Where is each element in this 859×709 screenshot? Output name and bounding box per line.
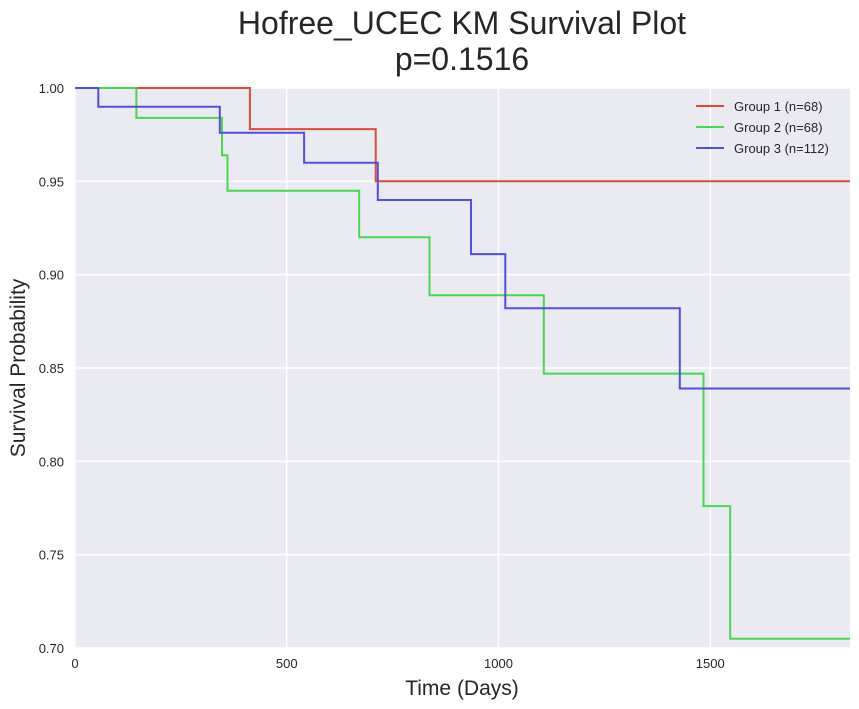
chart-subtitle: p=0.1516 <box>395 41 529 77</box>
y-tick-label: 0.70 <box>39 641 64 656</box>
y-axis-label: Survival Probability <box>7 278 30 457</box>
y-tick-label: 0.95 <box>39 174 64 189</box>
x-tick-label: 500 <box>276 656 298 671</box>
series-line-group-3 <box>75 87 850 390</box>
legend-label: Group 2 (n=68) <box>734 120 823 135</box>
y-tick-label: 0.85 <box>39 361 64 376</box>
legend-label: Group 3 (n=112) <box>734 141 829 156</box>
x-tick-labels: 0 500 1000 1500 <box>71 656 724 671</box>
series-line-group-2 <box>75 87 850 640</box>
x-tick-label: 1500 <box>696 656 725 671</box>
legend-label: Group 1 (n=68) <box>734 99 823 114</box>
y-tick-labels: 0.70 0.75 0.80 0.85 0.90 0.95 1.00 <box>39 81 64 656</box>
chart-title: Hofree_UCEC KM Survival Plot <box>238 5 686 41</box>
series-layer <box>75 87 850 640</box>
y-tick-label: 0.75 <box>39 548 64 563</box>
y-tick-label: 0.80 <box>39 454 64 469</box>
series-line-group-1 <box>75 87 850 183</box>
x-axis-label: Time (Days) <box>405 677 519 700</box>
x-tick-label: 1000 <box>484 656 513 671</box>
x-tick-label: 0 <box>71 656 78 671</box>
y-tick-label: 1.00 <box>39 81 64 96</box>
legend: Group 1 (n=68) Group 2 (n=68) Group 3 (n=1… <box>696 99 829 156</box>
y-tick-label: 0.90 <box>39 268 64 283</box>
